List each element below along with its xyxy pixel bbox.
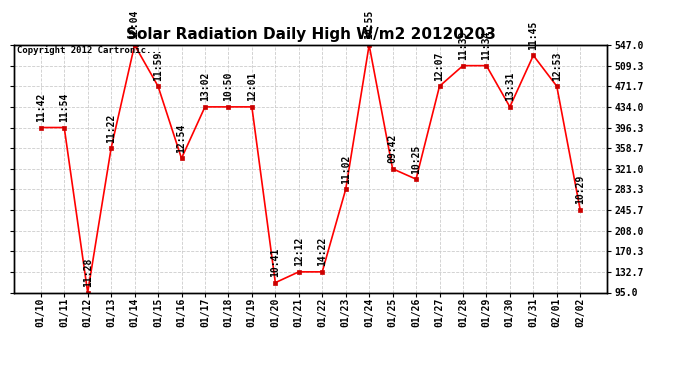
Text: 12:07: 12:07 (435, 51, 444, 81)
Text: 13:02: 13:02 (200, 72, 210, 101)
Text: 14:22: 14:22 (317, 237, 327, 266)
Text: 12:53: 12:53 (552, 51, 562, 81)
Text: 12:54: 12:54 (177, 123, 186, 153)
Text: 10:50: 10:50 (224, 72, 233, 101)
Text: 11:45: 11:45 (529, 21, 538, 50)
Text: 10:41: 10:41 (270, 248, 280, 277)
Text: 10:25: 10:25 (411, 144, 421, 174)
Text: 11:54: 11:54 (59, 93, 69, 122)
Text: 11:42: 11:42 (36, 93, 46, 122)
Text: 12:04: 12:04 (130, 10, 139, 39)
Text: 12:01: 12:01 (247, 72, 257, 101)
Text: 11:22: 11:22 (106, 113, 116, 142)
Text: 11:34: 11:34 (482, 31, 491, 60)
Text: 11:59: 11:59 (153, 51, 163, 81)
Text: Copyright 2012 Cartronic...: Copyright 2012 Cartronic... (17, 46, 162, 55)
Text: 11:02: 11:02 (341, 154, 351, 184)
Text: 13:31: 13:31 (505, 72, 515, 101)
Title: Solar Radiation Daily High W/m2 20120203: Solar Radiation Daily High W/m2 20120203 (126, 27, 495, 42)
Text: 11:39: 11:39 (458, 31, 468, 60)
Text: 10:55: 10:55 (364, 10, 374, 39)
Text: 09:42: 09:42 (388, 134, 397, 163)
Text: 12:12: 12:12 (294, 237, 304, 266)
Text: 11:28: 11:28 (83, 258, 92, 287)
Text: 10:29: 10:29 (575, 175, 585, 204)
